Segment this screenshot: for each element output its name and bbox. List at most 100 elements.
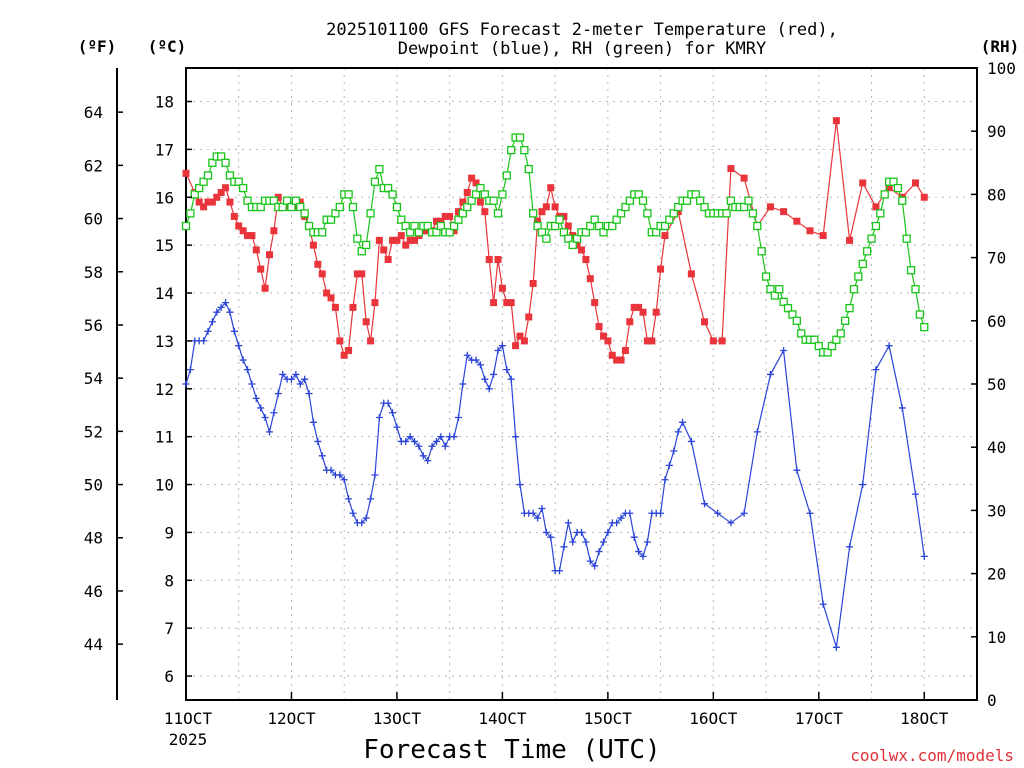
rh-point (788, 310, 797, 319)
x-tick-label: 14OCT (478, 709, 527, 728)
dewpoint-point (235, 342, 243, 350)
dewpoint-point (257, 404, 265, 412)
2-meter-temperature-point (309, 241, 317, 249)
rh-point (454, 215, 463, 224)
rh-point (186, 209, 195, 218)
fahrenheit-tick-label: 62 (84, 156, 103, 175)
2-meter-temperature-point (318, 270, 326, 278)
dewpoint-point (569, 538, 577, 546)
rh-point (401, 221, 410, 231)
dewpoint-point (358, 519, 366, 527)
2-meter-temperature-point (635, 303, 643, 311)
dewpoint-point (560, 543, 568, 551)
dewpoint-point (252, 394, 260, 402)
rh-point (739, 202, 749, 212)
2-meter-temperature-point (393, 236, 401, 244)
celsius-tick-label: 16 (155, 188, 174, 207)
rh-point (397, 215, 406, 224)
rh-point (810, 335, 819, 344)
2-meter-temperature-point (397, 232, 405, 240)
rh-point (779, 297, 788, 306)
dewpoint-point (911, 490, 919, 498)
rh-point (238, 183, 248, 193)
dewpoint-point (582, 538, 590, 546)
2-meter-temperature-point (718, 337, 726, 345)
dewpoint-point (626, 509, 634, 517)
2-meter-temperature-point (529, 279, 537, 287)
rh-point (362, 240, 371, 250)
2-meter-temperature-point (222, 184, 230, 192)
rh-point (858, 259, 867, 269)
dewpoint-point (542, 528, 550, 536)
dewpoint-point (920, 552, 928, 560)
2-meter-temperature-point (503, 299, 511, 307)
rh-point (674, 202, 683, 212)
rh-point (410, 221, 419, 231)
rh-point (449, 221, 459, 231)
dewpoint-point (753, 428, 761, 436)
rh-unit-label: (RH) (981, 37, 1020, 56)
rh-point (871, 221, 881, 231)
2-meter-temperature-point (564, 222, 572, 230)
rh-point (335, 202, 344, 212)
fahrenheit-tick-label: 50 (84, 476, 103, 495)
celsius-unit-label: (ºC) (148, 37, 187, 56)
rh-point (432, 228, 441, 237)
2-meter-temperature-point (358, 270, 366, 278)
dewpoint-point (657, 509, 665, 517)
2-meter-temperature-point (384, 256, 392, 264)
dewpoint-point (340, 476, 348, 484)
dewpoint-point (345, 495, 353, 503)
rh-point (243, 196, 252, 205)
rh-point (638, 196, 648, 205)
2-meter-temperature-point (661, 232, 669, 240)
rh-point (682, 196, 692, 205)
2-meter-temperature-point (648, 337, 656, 345)
x-axis-title: Forecast Time (UTC) (363, 735, 660, 765)
dewpoint-point (485, 385, 493, 393)
2-meter-temperature-point (507, 299, 515, 307)
dewpoint-point (367, 495, 375, 503)
rh-tick-label: 80 (987, 185, 1006, 204)
rh-point (594, 221, 604, 231)
rh-point (586, 221, 595, 231)
2-meter-temperature-point (591, 299, 599, 307)
dewpoint-point (503, 366, 511, 374)
rh-point (203, 171, 213, 180)
dewpoint-point (362, 514, 370, 522)
dewpoint-point (204, 327, 212, 335)
2-meter-temperature-point (573, 241, 581, 249)
2-meter-temperature-point (230, 212, 238, 220)
2-meter-temperature-line (185, 120, 925, 361)
dewpoint-point (670, 447, 678, 455)
2-meter-temperature-point (806, 227, 814, 235)
rh-point (823, 348, 832, 357)
dewpoint-point (846, 543, 854, 551)
dewpoint-point (371, 471, 379, 479)
rh-point (559, 228, 569, 237)
rh-point (445, 228, 454, 237)
rh-point (199, 177, 208, 186)
rh-point (217, 152, 226, 161)
dewpoint-point (384, 399, 392, 407)
2-meter-temperature-point (257, 265, 265, 273)
2-meter-temperature-point (375, 236, 383, 244)
credit-link[interactable]: coolwx.com/models (850, 746, 1014, 765)
dewpoint-point (305, 390, 313, 398)
dewpoint-point (292, 370, 300, 378)
dewpoint-point (222, 299, 230, 307)
rh-point (542, 234, 551, 243)
celsius-tick-label: 17 (155, 140, 174, 159)
rh-point (533, 221, 542, 231)
dewpoint-point (599, 538, 607, 546)
rh-point (876, 209, 885, 218)
2-meter-temperature-point (547, 184, 555, 192)
dewpoint-point (336, 471, 344, 479)
2-meter-temperature-point (586, 275, 594, 283)
2-meter-temperature-point (494, 256, 502, 264)
rh-point (572, 234, 582, 243)
rh-point (520, 146, 529, 155)
2-meter-temperature-point (885, 184, 893, 192)
2-meter-temperature-point (542, 203, 550, 211)
dewpoint-point (476, 361, 484, 369)
